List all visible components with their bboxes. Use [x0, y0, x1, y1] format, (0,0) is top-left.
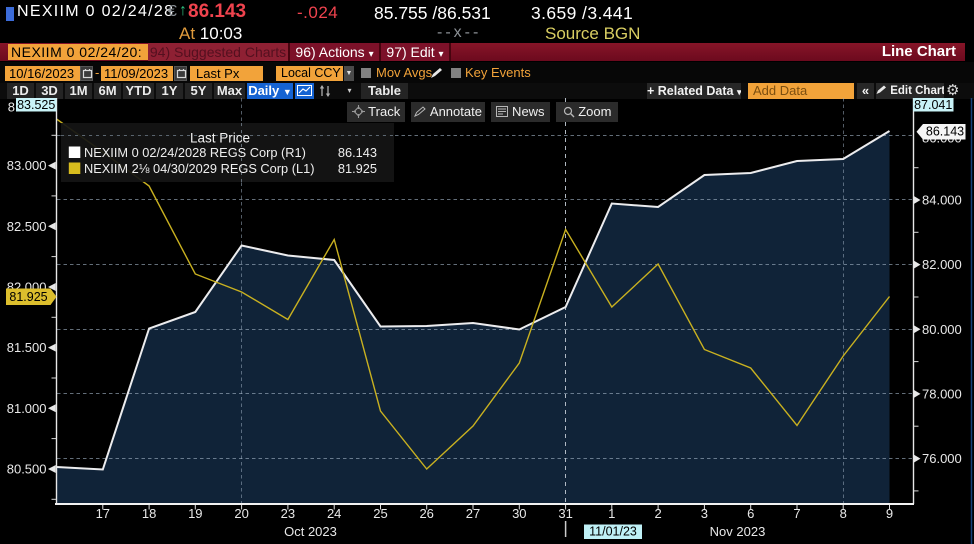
svg-text:84.000: 84.000 [922, 193, 962, 208]
svg-text:NEXIIM 0 02/24/2028 REGS Corp: NEXIIM 0 02/24/2028 REGS Corp (R1) [84, 145, 306, 160]
svg-text:83.000: 83.000 [7, 158, 47, 173]
svg-text:7: 7 [793, 506, 800, 521]
svg-text:82.500: 82.500 [7, 219, 47, 234]
svg-text:76.000: 76.000 [922, 451, 962, 466]
svg-text:Last Price: Last Price [190, 131, 250, 146]
svg-text:83.525: 83.525 [17, 98, 55, 112]
svg-text:6: 6 [747, 506, 754, 521]
svg-text:80.000: 80.000 [922, 322, 962, 337]
svg-text:31: 31 [558, 506, 572, 521]
svg-text:81.925: 81.925 [338, 161, 377, 176]
svg-text:30: 30 [512, 506, 526, 521]
svg-text:NEXIIM 2⅛ 04/30/2029 REGS Cor: NEXIIM 2⅛ 04/30/2029 REGS Corp (L1) [84, 161, 314, 176]
svg-text:19: 19 [188, 506, 202, 521]
svg-text:8: 8 [8, 100, 15, 115]
svg-text:18: 18 [142, 506, 156, 521]
svg-text:82.000: 82.000 [922, 257, 962, 272]
svg-text:86.143: 86.143 [926, 125, 964, 139]
svg-text:3: 3 [701, 506, 708, 521]
svg-text:20: 20 [234, 506, 248, 521]
svg-text:27: 27 [466, 506, 480, 521]
svg-text:Oct 2023: Oct 2023 [284, 524, 337, 539]
svg-text:80.500: 80.500 [7, 462, 47, 477]
svg-text:25: 25 [373, 506, 387, 521]
svg-text:81.000: 81.000 [7, 401, 47, 416]
svg-text:87.041: 87.041 [914, 98, 952, 112]
svg-text:8: 8 [840, 506, 847, 521]
svg-text:78.000: 78.000 [922, 386, 962, 401]
svg-text:24: 24 [327, 506, 341, 521]
svg-text:11/01/23: 11/01/23 [589, 525, 637, 539]
svg-text:23: 23 [281, 506, 295, 521]
svg-text:9: 9 [886, 506, 893, 521]
svg-text:81.925: 81.925 [9, 290, 47, 304]
svg-text:86.143: 86.143 [338, 145, 377, 160]
svg-text:81.500: 81.500 [7, 340, 47, 355]
svg-text:17: 17 [96, 506, 110, 521]
svg-text:Nov 2023: Nov 2023 [710, 524, 766, 539]
svg-text:2: 2 [654, 506, 661, 521]
svg-text:26: 26 [419, 506, 433, 521]
svg-text:1: 1 [608, 506, 615, 521]
